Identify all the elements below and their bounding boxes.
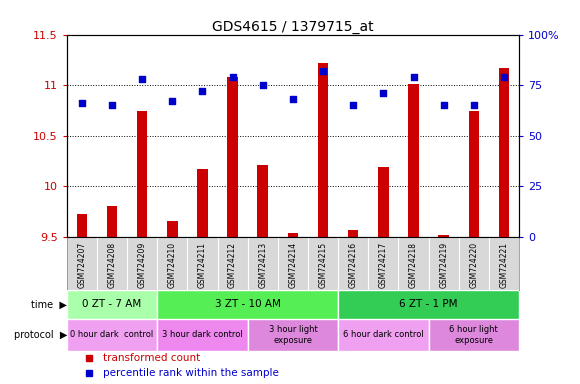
Title: GDS4615 / 1379715_at: GDS4615 / 1379715_at	[212, 20, 374, 33]
Text: time  ▶: time ▶	[31, 300, 67, 310]
Text: 3 hour light
exposure: 3 hour light exposure	[269, 325, 317, 345]
Point	[107, 102, 117, 108]
Text: GSM724219: GSM724219	[439, 242, 448, 288]
Point	[379, 90, 388, 96]
Bar	[67, 319, 157, 351]
Text: 0 ZT - 7 AM: 0 ZT - 7 AM	[82, 300, 142, 310]
Bar	[248, 319, 338, 351]
Point	[258, 82, 267, 88]
Bar	[429, 319, 519, 351]
Bar	[348, 230, 358, 237]
Bar	[499, 68, 509, 237]
Bar	[338, 290, 519, 319]
Bar	[258, 165, 268, 237]
Point	[198, 88, 207, 94]
Text: GSM724210: GSM724210	[168, 242, 177, 288]
Bar	[378, 167, 389, 237]
Text: 3 hour dark control: 3 hour dark control	[162, 331, 243, 339]
Point	[137, 76, 147, 82]
Text: GSM724211: GSM724211	[198, 242, 207, 288]
Bar	[338, 319, 429, 351]
Bar	[157, 290, 338, 319]
Point	[409, 74, 418, 80]
Point	[349, 102, 358, 108]
Text: GSM724217: GSM724217	[379, 242, 388, 288]
Text: GSM724220: GSM724220	[469, 242, 478, 288]
Bar	[469, 111, 479, 237]
Point	[469, 102, 478, 108]
Point	[168, 98, 177, 104]
Point	[228, 74, 237, 80]
Text: GSM724208: GSM724208	[107, 242, 117, 288]
Text: GSM724209: GSM724209	[137, 242, 147, 288]
Text: GSM724216: GSM724216	[349, 242, 358, 288]
Text: percentile rank within the sample: percentile rank within the sample	[103, 368, 279, 378]
Point	[288, 96, 298, 102]
Point	[77, 100, 86, 106]
Text: GSM724207: GSM724207	[77, 242, 86, 288]
Bar	[227, 77, 238, 237]
Text: 6 hour dark control: 6 hour dark control	[343, 331, 424, 339]
Point	[318, 68, 328, 74]
Text: 0 hour dark  control: 0 hour dark control	[70, 331, 154, 339]
Text: GSM724213: GSM724213	[258, 242, 267, 288]
Bar	[408, 84, 419, 237]
Bar	[197, 169, 208, 237]
Bar	[288, 233, 298, 237]
Bar	[157, 319, 248, 351]
Point	[439, 102, 448, 108]
Text: GSM724212: GSM724212	[228, 242, 237, 288]
Text: GSM724218: GSM724218	[409, 242, 418, 288]
Text: 6 ZT - 1 PM: 6 ZT - 1 PM	[400, 300, 458, 310]
Text: transformed count: transformed count	[103, 353, 200, 363]
Text: GSM724221: GSM724221	[499, 242, 509, 288]
Bar	[107, 206, 117, 237]
Text: GSM724214: GSM724214	[288, 242, 298, 288]
Bar	[438, 235, 449, 237]
Text: 3 ZT - 10 AM: 3 ZT - 10 AM	[215, 300, 281, 310]
Bar	[77, 214, 87, 237]
Bar	[137, 111, 147, 237]
Text: GSM724215: GSM724215	[318, 242, 328, 288]
Bar	[67, 290, 157, 319]
Bar	[167, 222, 177, 237]
Text: 6 hour light
exposure: 6 hour light exposure	[450, 325, 498, 345]
Bar	[318, 63, 328, 237]
Point	[499, 74, 509, 80]
Text: protocol  ▶: protocol ▶	[13, 330, 67, 340]
